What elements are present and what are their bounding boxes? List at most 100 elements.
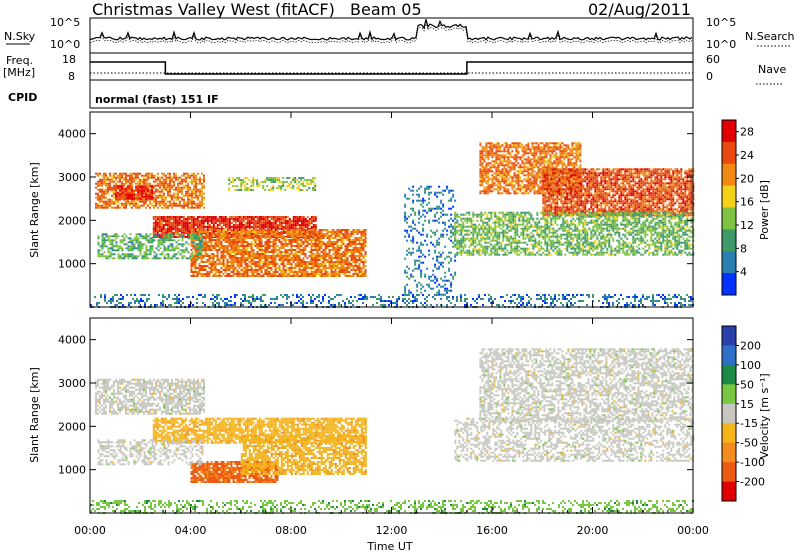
data-cell [197,195,199,197]
data-cell [487,146,489,148]
data-cell [209,257,211,259]
data-cell [209,235,211,237]
data-cell [452,226,454,228]
data-cell [313,243,315,245]
data-cell [279,269,281,271]
data-cell [125,181,127,183]
data-cell [315,239,317,241]
data-cell [281,220,283,222]
data-cell [231,239,233,241]
data-cell [185,195,187,197]
data-cell [495,176,497,178]
data-cell [301,275,303,277]
data-cell [517,146,519,148]
data-cell [257,218,259,220]
data-cell [430,242,432,244]
data-cell [201,205,203,207]
data-cell [157,195,159,197]
data-cell [242,179,244,181]
data-cell [363,275,365,277]
data-cell [416,284,418,286]
data-cell [149,194,151,196]
data-cell [531,184,533,186]
data-cell [201,231,203,233]
data-cell [128,257,130,259]
data-cell [365,265,367,267]
data-cell [185,218,187,220]
data-cell [221,222,223,224]
data-cell [424,192,426,194]
data-cell [182,233,184,235]
data-cell [120,255,122,257]
data-cell [287,275,289,277]
data-cell [432,274,434,276]
data-cell [135,179,137,181]
data-cell [110,239,112,241]
data-cell [126,243,128,245]
data-cell [499,188,501,190]
data-cell [265,226,267,228]
data-cell [353,231,355,233]
data-cell [304,179,306,181]
data-cell [193,265,195,267]
data-cell [157,226,159,228]
data-cell [442,214,444,216]
data-cell [533,166,535,168]
data-cell [219,222,221,224]
data-cell [207,271,209,273]
data-cell [231,257,233,259]
data-cell [446,256,448,258]
data-cell [505,142,507,144]
data-cell [307,237,309,239]
data-cell [279,251,281,253]
data-cell [145,173,147,175]
data-cell [517,156,519,158]
data-cell [194,235,196,237]
data-cell [335,231,337,233]
data-cell [233,263,235,265]
data-cell [199,205,201,207]
data-cell [225,220,227,222]
data-cell [281,247,283,249]
data-cell [307,222,309,224]
data-cell [236,189,238,191]
data-cell [225,269,227,271]
data-cell [301,220,303,222]
data-cell [185,236,187,238]
data-cell [513,154,515,156]
data-cell [305,269,307,271]
data-cell [197,191,199,193]
data-cell [527,162,529,164]
data-cell [191,226,193,228]
data-cell [154,251,156,253]
data-cell [519,164,521,166]
data-cell [129,175,131,177]
data-cell [215,249,217,251]
data-cell [229,249,231,251]
data-cell [404,204,406,206]
data-cell [170,243,172,245]
data-cell [286,177,288,179]
data-cell [335,233,337,235]
data-cell [442,280,444,282]
data-cell [317,271,319,273]
data-cell [454,256,456,258]
data-cell [339,237,341,239]
data-cell [236,185,238,187]
data-cell [199,265,201,267]
data-cell [225,263,227,265]
data-cell [315,237,317,239]
data-cell [231,241,233,243]
data-cell [525,174,527,176]
data-cell [513,192,515,194]
data-cell [227,261,229,263]
data-cell [519,144,521,146]
data-cell [260,181,262,183]
data-cell [160,247,162,249]
data-cell [167,207,169,209]
data-cell [442,210,444,212]
data-cell [363,235,365,237]
data-cell [142,237,144,239]
data-cell [219,229,221,231]
data-cell [507,162,509,164]
